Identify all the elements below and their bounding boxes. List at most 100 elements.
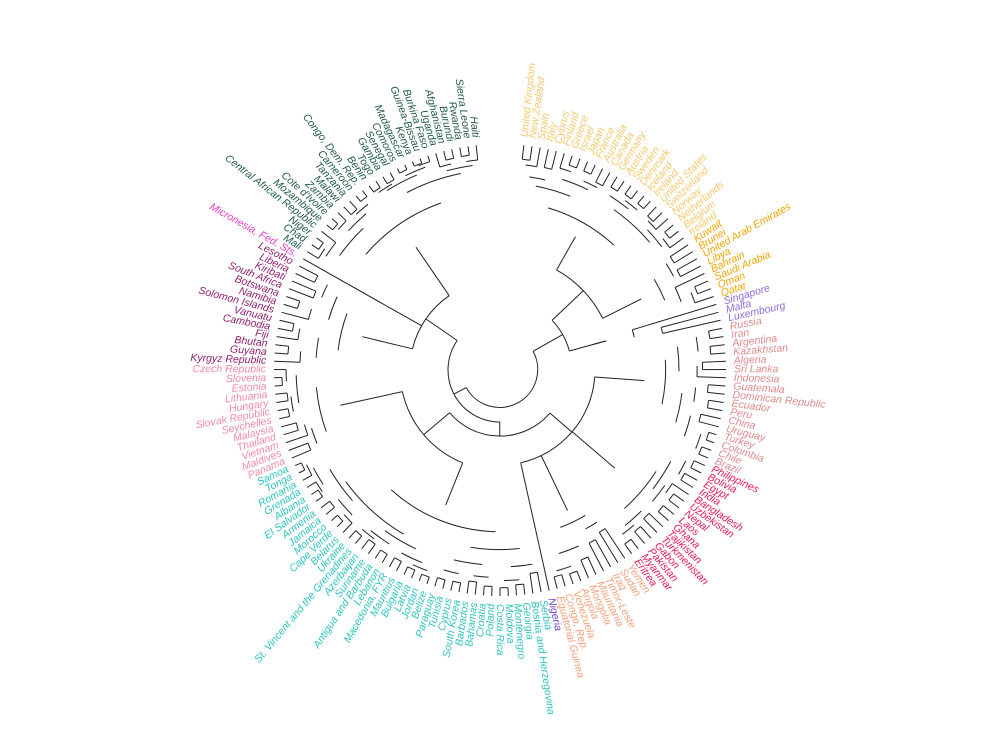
- tree-edge: [312, 245, 319, 250]
- tree-arc: [288, 409, 290, 417]
- tree-arc: [670, 257, 674, 263]
- tree-edge: [356, 196, 361, 202]
- tree-edge: [278, 409, 288, 411]
- tree-arc: [707, 400, 708, 408]
- tree-arc: [695, 287, 698, 294]
- tree-arc: [413, 565, 427, 571]
- tree-edge: [382, 554, 387, 563]
- tree-arc: [288, 346, 289, 354]
- tree-arc: [647, 230, 662, 247]
- tree-edge: [560, 153, 564, 168]
- tree-arc: [305, 425, 308, 436]
- tree-edge: [436, 153, 440, 167]
- tree-edge: [648, 207, 657, 216]
- tree-arc: [584, 171, 591, 174]
- tree-edge: [420, 159, 422, 164]
- tree-arc: [586, 522, 597, 529]
- tree-arc: [696, 337, 698, 351]
- tree-edge: [631, 539, 638, 549]
- tree-arc: [292, 324, 294, 332]
- tree-arc: [307, 465, 312, 476]
- tree-arc: [694, 388, 696, 402]
- tree-edge: [577, 159, 581, 168]
- tree-arc: [408, 567, 415, 570]
- tree-arc: [504, 580, 519, 581]
- tree-arc: [611, 187, 618, 191]
- tree-edge: [419, 574, 422, 581]
- tree-arc: [638, 204, 644, 209]
- tree-arc: [635, 527, 641, 532]
- tree-edge: [695, 297, 714, 303]
- tree-arc: [653, 461, 671, 489]
- tree-edge: [275, 393, 287, 394]
- tree-arc: [356, 204, 368, 214]
- tree-edge: [362, 337, 412, 349]
- tree-edge: [552, 291, 583, 321]
- tree-arc: [453, 581, 461, 583]
- tree-edge: [603, 173, 610, 186]
- tree-edge: [617, 181, 624, 191]
- tree-edge: [428, 156, 430, 162]
- tree-arc: [625, 194, 631, 199]
- tree-arc: [522, 159, 530, 160]
- tree-arc: [559, 546, 579, 554]
- tree-arc: [446, 158, 454, 160]
- tree-arc: [407, 174, 461, 193]
- tree-edge: [522, 145, 524, 159]
- tree-edge: [710, 337, 724, 339]
- tree-edge: [307, 252, 318, 259]
- tree-arc: [684, 416, 690, 437]
- tree-edge: [658, 512, 668, 521]
- tree-edge: [653, 213, 662, 222]
- tree-arc: [536, 186, 571, 196]
- tree-edge: [537, 148, 541, 167]
- tree-edge: [596, 169, 603, 183]
- tree-edge: [460, 148, 462, 157]
- tree-arc: [471, 547, 520, 549]
- tree-arc: [338, 313, 347, 350]
- tree-arc: [665, 232, 670, 238]
- tree-edge: [595, 377, 645, 381]
- tree-arc: [461, 155, 469, 156]
- tree-edge: [533, 335, 563, 352]
- tree-edge: [632, 304, 716, 329]
- tree-edge: [307, 482, 316, 488]
- tree-arc: [330, 469, 353, 500]
- tree-edge: [279, 417, 289, 419]
- tree-arc: [387, 180, 394, 184]
- tree-edge: [403, 315, 422, 325]
- tree-edge: [706, 440, 714, 443]
- tree-arc: [469, 581, 477, 582]
- tree-edge: [691, 468, 701, 473]
- tree-edge: [317, 238, 324, 243]
- tree-arc: [544, 168, 551, 170]
- tree-arc: [516, 584, 524, 585]
- tree-arc: [348, 214, 366, 231]
- tree-edge: [577, 571, 581, 581]
- tree-edge: [569, 156, 572, 165]
- tree-edge: [435, 578, 438, 587]
- tree-edge: [550, 413, 572, 432]
- tree-edge: [303, 259, 403, 316]
- tree-arc: [308, 309, 311, 319]
- tree-edge: [557, 237, 576, 270]
- tree-arc: [312, 428, 318, 443]
- tree-edge: [544, 149, 548, 167]
- tree-arc: [632, 330, 634, 337]
- tree-edge: [443, 580, 445, 589]
- tree-arc: [387, 175, 417, 191]
- tree-edge: [277, 337, 298, 340]
- tree-arc: [691, 292, 695, 303]
- tree-edge: [707, 408, 722, 411]
- tree-edge: [412, 162, 414, 167]
- tree-arc: [706, 432, 708, 440]
- tree-arc: [338, 221, 346, 230]
- tree-edge: [699, 454, 708, 458]
- tree-edge: [282, 312, 309, 319]
- tree-arc: [663, 239, 670, 248]
- tree-arc: [699, 414, 701, 421]
- tree-edge: [289, 443, 308, 450]
- tree-edge: [635, 532, 645, 544]
- tree-edge: [484, 586, 485, 595]
- tree-arc: [381, 550, 388, 554]
